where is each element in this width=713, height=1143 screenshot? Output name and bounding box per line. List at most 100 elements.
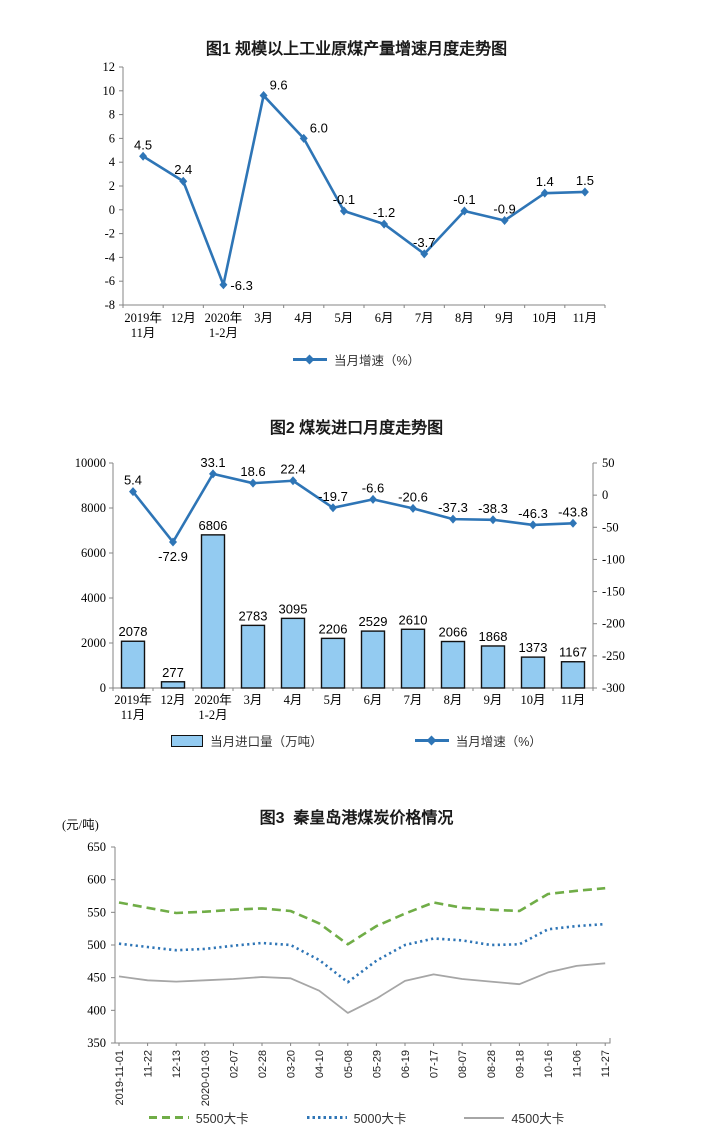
chart3-y-tick: 500: [87, 938, 106, 952]
chart1-data-label: -6.3: [230, 278, 252, 293]
chart1-y-tick: 2: [109, 179, 115, 193]
chart2-bar-label: 3095: [279, 601, 308, 616]
chart3-y-tick: 400: [87, 1003, 106, 1017]
chart2-x-label: 6月: [364, 693, 383, 707]
chart2-left-y-tick: 2000: [81, 636, 106, 650]
solid-line-swatch-icon: [464, 1116, 505, 1119]
chart2-marker: [569, 518, 577, 528]
chart3-y-tick: 550: [87, 905, 106, 919]
chart3-x-label: 08-07: [457, 1050, 469, 1078]
chart1-marker: [540, 188, 549, 198]
chart1-y-tick: 4: [109, 155, 116, 169]
chart2-right-y-tick: -50: [602, 520, 619, 534]
chart2-marker: [249, 478, 257, 488]
chart1-y-tick: -4: [105, 250, 116, 264]
chart2-x-label: 2020年 1-2月: [194, 693, 232, 722]
chart2-line-label: 5.4: [124, 473, 142, 488]
chart3-axes: [114, 847, 611, 1044]
chart2-x-label: 7月: [404, 693, 423, 707]
chart1-x-label: 11月: [573, 311, 598, 325]
chart1-y-tick: -6: [105, 274, 115, 288]
chart2-right-y-tick: -150: [602, 585, 625, 599]
chart1-x-label: 10月: [532, 311, 557, 325]
chart2-import-bar: [320, 637, 346, 689]
dotted-line-swatch-icon: [306, 1116, 347, 1119]
chart2-import-bar: [360, 630, 386, 689]
chart2-line-label: -37.3: [438, 500, 468, 515]
chart1-marker: [500, 216, 509, 226]
chart2-x-label: 3月: [244, 693, 263, 707]
chart1-y-tick: 10: [103, 84, 116, 98]
chart1-x-label: 7月: [415, 311, 434, 325]
chart1-x-label: 2019年 11月: [124, 311, 162, 340]
chart1-data-label: 2.4: [174, 162, 192, 177]
chart3-x-label: 2020-01-03: [200, 1050, 212, 1106]
legend-item: 4500大卡: [464, 1108, 564, 1127]
chart1-data-label: -0.1: [333, 192, 355, 207]
dashed-line-swatch-icon: [148, 1116, 189, 1119]
chart2-import-bar: [160, 681, 186, 689]
chart2-line-label: -43.8: [558, 504, 588, 519]
chart1-data-label: 6.0: [310, 120, 328, 135]
chart1-x-label: 2020年 1-2月: [205, 311, 243, 340]
chart2-right-y-tick: 0: [602, 488, 608, 502]
chart3-x-label: 06-19: [400, 1050, 412, 1078]
chart1-marker: [380, 219, 389, 229]
chart2-right-y-tick: -250: [602, 649, 625, 663]
chart1-x-label: 6月: [375, 311, 394, 325]
chart2-left-y-tick: 10000: [75, 456, 106, 470]
legend-item: 当月增速（%）: [292, 350, 421, 369]
chart2-left-y-tick: 0: [100, 681, 106, 695]
chart2-bar-label: 2206: [319, 621, 348, 636]
chart1-data-label: 1.5: [576, 173, 594, 188]
chart1-y-tick: 0: [109, 203, 115, 217]
chart3-x-label: 10-16: [543, 1050, 555, 1078]
chart2-line-label: 22.4: [280, 462, 305, 477]
chart2-marker: [209, 469, 217, 479]
chart1-marker: [420, 249, 429, 259]
chart3-price-line-5500大卡: [118, 886, 606, 946]
chart2-bar-label: 277: [162, 665, 184, 680]
chart2-right-y-tick: -300: [602, 681, 625, 695]
figure-1-legend: 当月增速（%）: [0, 350, 713, 369]
chart3-x-label: 09-18: [514, 1050, 526, 1078]
chart2-x-label: 4月: [284, 693, 303, 707]
chart2-bar-label: 1868: [479, 629, 508, 644]
chart1-x-label: 5月: [335, 311, 354, 325]
chart2-x-label: 8月: [444, 693, 463, 707]
legend-label: 当月增速（%）: [333, 354, 421, 368]
chart2-right-y-tick: 50: [602, 456, 615, 470]
chart1-x-label: 8月: [455, 311, 474, 325]
chart2-line-label: -6.6: [362, 480, 384, 495]
chart2-marker: [329, 503, 337, 513]
chart2-import-bar: [400, 628, 426, 689]
legend-label: 4500大卡: [511, 1112, 565, 1126]
chart2-marker: [489, 515, 497, 525]
chart2-import-bar: [240, 624, 266, 689]
chart2-marker: [369, 494, 377, 504]
legend-label: 当月进口量（万吨）: [210, 735, 323, 749]
chart2-line-label: 18.6: [240, 464, 265, 479]
chart2-growth-line: [131, 472, 574, 544]
chart2-marker: [529, 520, 537, 530]
legend-label: 5000大卡: [353, 1112, 407, 1126]
chart2-bar-label: 2066: [439, 625, 468, 640]
legend-item: 5500大卡: [148, 1108, 249, 1127]
figure-1-title: 图1 规模以上工业原煤产量增速月度走势图: [205, 41, 508, 59]
chart2-line-label: -72.9: [158, 549, 188, 564]
legend-label: 5500大卡: [195, 1112, 249, 1126]
figure-2-title: 图2 煤炭进口月度走势图: [269, 420, 444, 438]
chart2-bar-label: 6806: [199, 518, 228, 533]
chart2-line-label: -46.3: [518, 506, 548, 521]
chart3-price-line-4500大卡: [118, 962, 606, 1014]
legend-item: 当月增速（%）: [414, 731, 542, 750]
line-marker-swatch-icon: [414, 739, 449, 742]
chart2-line-label: -38.3: [478, 501, 508, 516]
legend-label: 当月增速（%）: [455, 735, 542, 749]
chart2-marker: [129, 487, 137, 497]
chart1-y-tick: -8: [105, 298, 115, 312]
chart1-data-label: -0.1: [453, 192, 475, 207]
chart1-x-label: 12月: [171, 311, 196, 325]
chart2-right-y-tick: -200: [602, 617, 625, 631]
chart2-x-label: 9月: [484, 693, 503, 707]
